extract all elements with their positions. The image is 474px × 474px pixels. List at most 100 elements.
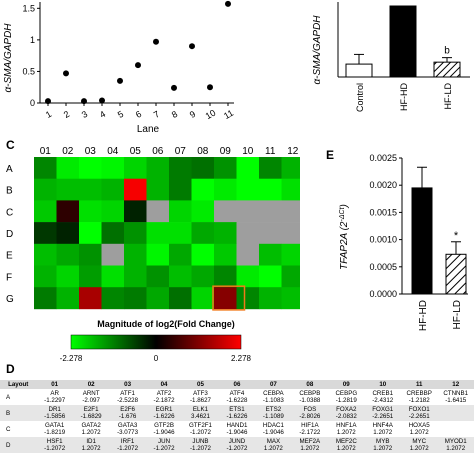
table-header-cell: 12 <box>437 380 474 389</box>
table-cell: CEBPB -1.0388 <box>292 389 328 405</box>
heatmap-cell <box>101 265 125 288</box>
heatmap-cell <box>259 178 282 201</box>
fold-change-value: -1.8627 <box>189 397 211 404</box>
table-cell: IRF1 -1.2072 <box>109 437 146 453</box>
table-cell: CEBPG -1.2819 <box>328 389 364 405</box>
heatmap-cell <box>56 243 80 266</box>
gene-symbol: GTF2F1 <box>188 422 213 429</box>
gene-symbol: FOXO1 <box>408 406 430 413</box>
fold-change-value: -2.097 <box>82 397 100 404</box>
gene-symbol: FOS <box>303 406 317 413</box>
panel-b-ylabel: α-SMA/GAPDH <box>312 15 323 85</box>
fold-change-value: -1.2072 <box>189 429 211 436</box>
heatmap-column-label: 12 <box>287 146 299 157</box>
scatter-plot-area: 00.511.51 2 3 4 5 6 7 8 9 10 11 <box>22 0 235 121</box>
heatmap-highlight-box <box>212 285 246 311</box>
gene-symbol: ETS1 <box>229 406 245 413</box>
heatmap-cell <box>101 178 125 201</box>
table-cell: CEBPA -1.1083 <box>255 389 291 405</box>
fold-change-value: -2.2651 <box>408 413 430 420</box>
table-header-cell: 06 <box>218 380 256 389</box>
table-header-cell: 10 <box>364 380 401 389</box>
gene-symbol: IRF1 <box>120 438 135 445</box>
table-row-label: B <box>0 405 37 421</box>
fold-change-value: 1.2072 <box>300 445 320 452</box>
table-row-label: C <box>6 425 11 433</box>
panel-e-ytick-label: 0.0000 <box>369 289 397 299</box>
table-cell: FOS -2.8026 <box>291 405 329 421</box>
heatmap-cell <box>191 200 215 223</box>
heatmap-cell <box>146 243 170 266</box>
heatmap-cell <box>191 157 215 179</box>
heatmap-cell <box>146 265 170 288</box>
heatmap-cell <box>169 287 192 310</box>
gene-symbol: MAX <box>266 438 281 445</box>
heatmap-cell <box>79 243 102 266</box>
panel-a-xtick-label: 3 <box>80 109 89 120</box>
table-body: A AR -1.2297 ARNT -2.097 ATF1 -2.5228 ATF2 -2.18… <box>0 389 474 453</box>
gene-symbol: HAND1 <box>226 422 248 429</box>
table-header-cell: 11 <box>400 380 438 389</box>
gene-symbol: JUND <box>228 438 246 445</box>
table-cell: ATF4 -1.6228 <box>219 389 255 405</box>
table-cell: FOXO1 -2.2651 <box>400 405 438 421</box>
table-cell: AR -1.2297 <box>36 389 72 405</box>
heatmap-cell <box>169 222 192 245</box>
fold-change-value: -1.1083 <box>262 397 284 404</box>
gene-symbol: ID1 <box>86 438 96 445</box>
heatmap-cell <box>214 287 237 310</box>
fold-change-value: 1.2072 <box>373 445 393 452</box>
heatmap-cell <box>34 157 57 179</box>
table-row-label: D <box>0 437 37 453</box>
gene-symbol: GATA3 <box>117 422 138 429</box>
gene-symbol: CREB1 <box>372 390 394 397</box>
table-header-cell: 09 <box>328 380 365 389</box>
table-cell: ID1 1.2072 <box>72 437 110 453</box>
gene-symbol: DR1 <box>48 406 61 413</box>
heatmap-column-label: 11 <box>265 146 276 157</box>
heatmap-legend-bar <box>70 334 242 350</box>
table-cell <box>437 421 474 437</box>
table-cell: HNF4A 1.2072 <box>365 421 401 437</box>
table-cell: HIF1A -2.1722 <box>292 421 328 437</box>
gene-symbol: JUNB <box>192 438 209 445</box>
fold-change-value: -2.4312 <box>372 397 394 404</box>
gene-symbol: CEBPB <box>299 390 321 397</box>
panel-b-category-label: HF-LD <box>443 83 453 110</box>
fold-change-value: -1.8219 <box>44 429 66 436</box>
fold-change-value: -1.2072 <box>153 445 175 452</box>
heatmap-cell <box>259 200 282 223</box>
table-cell: FOXG1 -2.2651 <box>364 405 401 421</box>
panel-e-bar <box>445 253 467 295</box>
fold-change-value: -1.6226 <box>226 413 248 420</box>
panel-b-category-label: HF-HD <box>399 83 409 111</box>
heatmap-cell <box>191 178 215 201</box>
panel-e-ytick-label: 0.0020 <box>369 180 397 190</box>
fold-change-value: 1.2072 <box>336 429 356 436</box>
heatmap-legend-title: Magnitude of log2(Fold Change) <box>97 319 234 329</box>
heatmap-cell <box>169 178 192 201</box>
gene-symbol: MYB <box>376 438 390 445</box>
heatmap-column-label: 06 <box>152 146 164 157</box>
panel-b-bar-chart: α-SMA/GAPDH Control HF-HD HF-LD b <box>312 2 470 112</box>
heatmap-cell <box>146 178 170 201</box>
gene-symbol: HNF4A <box>372 422 393 429</box>
fold-change-value: 1.2072 <box>263 445 283 452</box>
panel-e-ylabel: TFAP2A (2-ΔCt) <box>339 204 351 270</box>
gene-symbol: HSF1 <box>46 438 63 445</box>
table-cell: E2F6 -1.676 <box>109 405 146 421</box>
table-row-label: A <box>6 393 11 401</box>
table-cell: ATF3 -1.8627 <box>182 389 218 405</box>
panel-a-xtick-label: 2 <box>62 109 71 120</box>
gene-symbol: GTF2B <box>154 422 175 429</box>
heatmap-cell <box>214 222 237 245</box>
panel-b-bar <box>389 5 417 78</box>
heatmap-cell <box>124 287 147 310</box>
gene-symbol: ATF4 <box>229 390 245 397</box>
panel-b-category-label: Control <box>355 83 365 112</box>
scatter-point <box>81 98 87 105</box>
fold-change-value: -2.1722 <box>299 429 321 436</box>
fold-change-value: 1.2072 <box>373 429 393 436</box>
fold-change-value: -1.2819 <box>335 397 357 404</box>
